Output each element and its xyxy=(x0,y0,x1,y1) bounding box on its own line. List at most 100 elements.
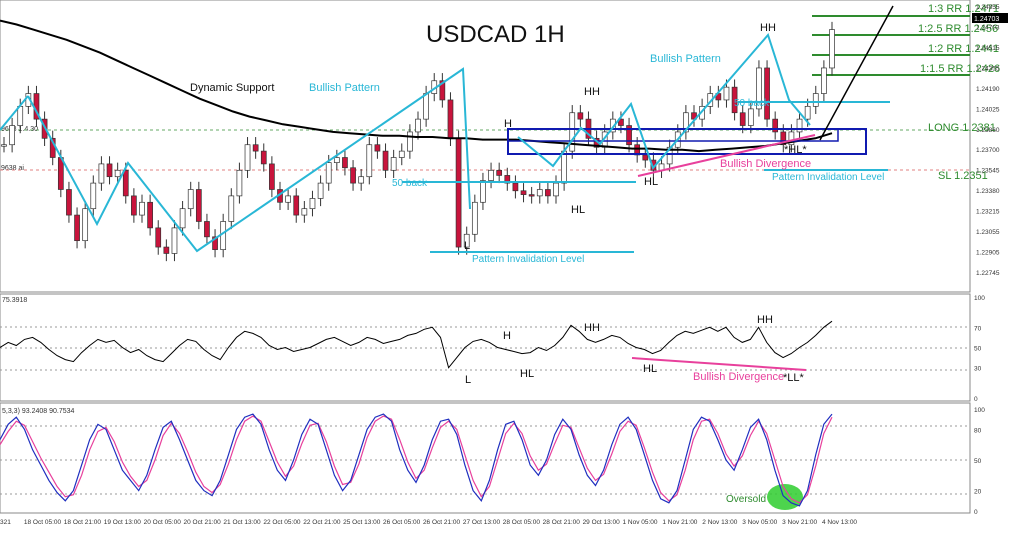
price-divergence-line xyxy=(637,134,816,177)
candle-body xyxy=(756,67,762,110)
candle-body xyxy=(366,144,373,178)
candle-body xyxy=(171,227,178,254)
stoch-signal-line xyxy=(0,415,833,504)
candle-body xyxy=(350,167,356,184)
hl-label-2: HL xyxy=(644,176,658,188)
rsi-divergence-line xyxy=(631,357,807,371)
candle-body xyxy=(829,29,835,69)
candle-body xyxy=(731,86,738,114)
candle-body xyxy=(471,201,478,235)
rsi-hh-label-1: HH xyxy=(584,322,600,334)
candle-body xyxy=(374,144,381,152)
candle-body xyxy=(147,201,153,229)
dynamic-support-ma xyxy=(0,19,833,153)
candle-body xyxy=(163,246,170,254)
price-tick-label: 1.24703 xyxy=(976,24,1000,31)
candle-body xyxy=(528,194,535,197)
time-tick-label: 321 xyxy=(0,519,11,526)
candle-body xyxy=(561,150,567,184)
bullish-pattern-1 xyxy=(27,67,471,253)
rsi-l-label: L xyxy=(465,374,471,386)
price-tick-label: 1.23055 xyxy=(976,229,1000,236)
candle-body xyxy=(747,108,754,126)
bullish-pattern-2 xyxy=(517,33,811,170)
time-tick-label: 26 Oct 21:00 xyxy=(423,519,461,526)
candle-body xyxy=(98,163,105,184)
candle-body xyxy=(463,233,470,248)
price-tick-label: 1.24855 xyxy=(976,4,1000,11)
candle-body xyxy=(423,93,429,120)
candle-body xyxy=(106,163,113,178)
rsi-tick-label: 0 xyxy=(974,396,978,403)
last-price-label: 1.24703 xyxy=(974,16,999,23)
l-label: L xyxy=(464,240,470,252)
candle-body xyxy=(739,112,746,126)
stoch-tick-label: 50 xyxy=(974,458,982,465)
left-tag-lower: 9638 ai xyxy=(1,165,24,172)
time-tick-label: 18 Oct 21:00 xyxy=(64,519,102,526)
candle-body xyxy=(447,99,454,139)
candle-body xyxy=(496,169,503,176)
candle-body xyxy=(57,157,64,190)
stoch-main-line xyxy=(0,413,833,507)
candle-body xyxy=(187,189,194,210)
stoch-header: 5,3,3) 93.2408 90.7534 xyxy=(2,408,75,415)
candle-body xyxy=(317,182,324,199)
stoch-tick-label: 80 xyxy=(974,427,982,434)
candle-body xyxy=(220,221,227,250)
candle-body xyxy=(236,169,243,197)
long-label: LONG 1.2381 xyxy=(928,122,996,134)
rsi-tick-label: 30 xyxy=(974,366,982,373)
candle-body xyxy=(382,150,389,171)
candle-body xyxy=(796,118,803,133)
h-label: H xyxy=(504,118,512,130)
candle-body xyxy=(228,195,235,222)
candle-body xyxy=(780,131,787,146)
rsi-tick-label: 50 xyxy=(974,346,982,353)
candle-body xyxy=(122,169,129,197)
candle-body xyxy=(407,131,413,152)
time-tick-label: 1 Nov 21:00 xyxy=(662,519,697,526)
candle-body xyxy=(504,175,511,184)
candle-body xyxy=(114,169,121,178)
candle-body xyxy=(545,189,551,197)
bullish-pattern-label-2: Bullish Pattern xyxy=(650,53,721,65)
stoch-tick-label: 0 xyxy=(974,509,978,516)
candle-body xyxy=(804,105,811,120)
oversold-label: Oversold xyxy=(726,494,766,505)
price-tick-label: 1.24190 xyxy=(976,86,1000,93)
candle-body xyxy=(204,221,210,238)
time-tick-label: 4 Nov 13:00 xyxy=(822,519,857,526)
hl-star-label: *HL* xyxy=(784,144,807,156)
time-tick-label: 18 Oct 05:00 xyxy=(24,519,62,526)
price-tick-label: 1.24515 xyxy=(976,45,1000,52)
rr25-label: 1:2.5 RR 1.2456 xyxy=(918,23,998,35)
candle-body xyxy=(244,144,251,171)
time-tick-label: 19 Oct 13:00 xyxy=(104,519,142,526)
candle-body xyxy=(179,208,186,229)
time-tick-label: 28 Oct 05:00 xyxy=(503,519,541,526)
candle-body xyxy=(577,112,584,120)
candle-body xyxy=(536,189,543,197)
candle-body xyxy=(82,208,89,242)
candle-body xyxy=(9,125,15,146)
candle-body xyxy=(455,137,462,248)
candle-body xyxy=(195,189,202,222)
time-tick-label: 2 Nov 13:00 xyxy=(702,519,737,526)
candle-body xyxy=(723,86,730,101)
candle-body xyxy=(553,182,559,197)
rsi-tick-label: 100 xyxy=(974,295,985,302)
rsi-hl-label-2: HL xyxy=(643,363,657,375)
price-tick-label: 1.23545 xyxy=(976,168,1000,175)
hl-label-1: HL xyxy=(571,204,585,216)
candle-body xyxy=(252,144,259,152)
time-tick-label: 3 Nov 05:00 xyxy=(742,519,777,526)
invalidation-label-1: Pattern Invalidation Level xyxy=(472,254,584,265)
candle-body xyxy=(301,208,308,216)
candle-body xyxy=(642,154,649,161)
rsi-header: 75.3918 xyxy=(2,297,27,304)
rsi-panel-frame xyxy=(0,293,971,402)
rr2-label: 1:2 RR 1.2441 xyxy=(928,43,999,55)
candle-body xyxy=(439,80,446,101)
time-axis: 321 18 Oct 05:00 18 Oct 21:00 19 Oct 13:00 2… xyxy=(0,519,857,526)
